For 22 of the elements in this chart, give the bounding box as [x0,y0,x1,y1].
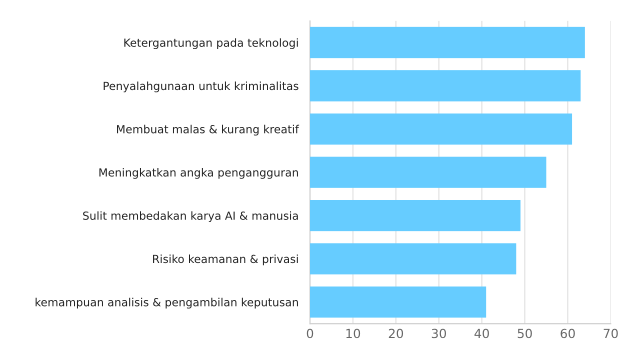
bar [310,113,572,145]
x-tick-label: 30 [432,328,446,338]
x-tick-label: 10 [346,328,360,338]
x-tick-label: 20 [388,328,404,338]
bar [310,286,486,318]
y-tick-label: Sulit membedakan karya AI & manusia [83,211,298,222]
bar [310,26,585,58]
x-tick-label: 50 [518,328,532,338]
x-tick-label: 70 [604,328,618,338]
bar [310,70,581,102]
y-tick-label: Penyalahgunaan untuk kriminalitas [104,82,298,92]
y-tick-label: Meningkatkan angka pengangguran [99,168,298,179]
y-tick-label: Risiko keamanan & privasi [153,254,298,266]
y-tick-label: Ketergantungan pada teknologi [124,38,298,50]
y-tick-label: Membuat malas & kurang kreatif [117,124,300,136]
bar [310,156,546,188]
x-tick-label: 0 [306,328,314,338]
bar [310,200,520,232]
y-tick-label: kemampuan analisis & pengambilan keputusan [36,298,298,309]
bar [310,243,516,274]
x-tick-label: 60 [560,328,575,338]
x-tick-label: 40 [474,328,489,338]
